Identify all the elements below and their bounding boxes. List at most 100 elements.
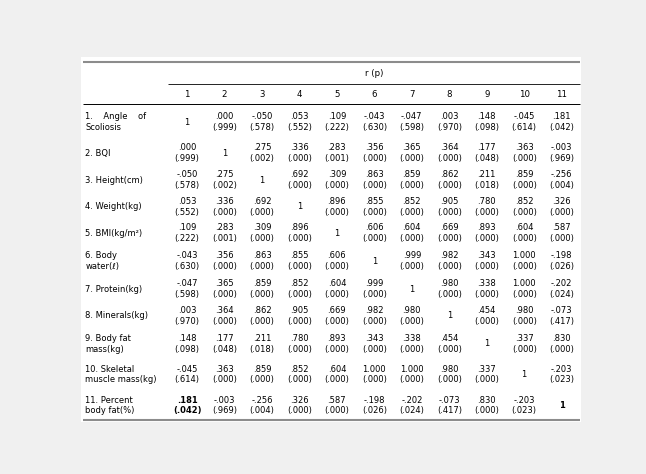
Text: .338
(.000): .338 (.000) bbox=[474, 279, 499, 299]
Text: 1: 1 bbox=[371, 257, 377, 266]
Text: 11. Percent
body fat(%): 11. Percent body fat(%) bbox=[85, 395, 134, 415]
Text: 1: 1 bbox=[409, 285, 415, 293]
Text: .356
(.000): .356 (.000) bbox=[212, 251, 237, 271]
Text: .780
(.000): .780 (.000) bbox=[287, 334, 312, 354]
Text: .905
(.000): .905 (.000) bbox=[437, 197, 462, 217]
Text: .692
(.000): .692 (.000) bbox=[249, 197, 275, 217]
Text: .604
(.000): .604 (.000) bbox=[512, 223, 537, 243]
Text: .862
(.000): .862 (.000) bbox=[437, 170, 462, 190]
Text: .309
(.000): .309 (.000) bbox=[249, 223, 275, 243]
Text: -.073
(.417): -.073 (.417) bbox=[437, 395, 462, 415]
Text: .852
(.000): .852 (.000) bbox=[399, 197, 424, 217]
Text: -.043
(.630): -.043 (.630) bbox=[174, 251, 200, 271]
Text: -.256
(.004): -.256 (.004) bbox=[549, 170, 574, 190]
Text: .604
(.000): .604 (.000) bbox=[324, 365, 349, 384]
Text: .859
(.000): .859 (.000) bbox=[512, 170, 537, 190]
Text: .148
(.098): .148 (.098) bbox=[474, 112, 499, 132]
Text: 2. BQI: 2. BQI bbox=[85, 149, 110, 158]
Text: .148
(.098): .148 (.098) bbox=[174, 334, 200, 354]
Text: 5: 5 bbox=[334, 90, 340, 99]
Text: .863
(.000): .863 (.000) bbox=[249, 251, 275, 271]
Text: 7. Protein(kg): 7. Protein(kg) bbox=[85, 285, 142, 293]
Text: .830
(.000): .830 (.000) bbox=[474, 395, 499, 415]
Text: .003
(.970): .003 (.970) bbox=[437, 112, 462, 132]
Text: .109
(.222): .109 (.222) bbox=[174, 223, 200, 243]
Text: 1: 1 bbox=[559, 401, 565, 410]
Text: 3. Height(cm): 3. Height(cm) bbox=[85, 175, 143, 184]
Text: 1: 1 bbox=[334, 229, 340, 238]
Text: 1.000
(.000): 1.000 (.000) bbox=[512, 251, 537, 271]
Text: .211
(.018): .211 (.018) bbox=[474, 170, 499, 190]
Text: 3: 3 bbox=[259, 90, 265, 99]
Text: -.198
(.026): -.198 (.026) bbox=[362, 395, 387, 415]
Text: 1: 1 bbox=[297, 202, 302, 211]
Text: 9: 9 bbox=[484, 90, 490, 99]
Text: -.198
(.026): -.198 (.026) bbox=[549, 251, 574, 271]
Text: .364
(.000): .364 (.000) bbox=[437, 144, 462, 163]
Text: .337
(.000): .337 (.000) bbox=[474, 365, 499, 384]
Text: 1: 1 bbox=[222, 149, 227, 158]
Text: -.003
(.969): -.003 (.969) bbox=[549, 144, 574, 163]
Text: .893
(.000): .893 (.000) bbox=[474, 223, 499, 243]
Text: .905
(.000): .905 (.000) bbox=[287, 306, 312, 326]
Text: .587
(.000): .587 (.000) bbox=[549, 223, 574, 243]
Text: .309
(.000): .309 (.000) bbox=[324, 170, 349, 190]
Text: -.045
(.614): -.045 (.614) bbox=[512, 112, 537, 132]
Text: .982
(.000): .982 (.000) bbox=[437, 251, 462, 271]
Text: .454
(.000): .454 (.000) bbox=[437, 334, 462, 354]
Text: .830
(.000): .830 (.000) bbox=[549, 334, 574, 354]
Text: .181
(.042): .181 (.042) bbox=[549, 112, 574, 132]
Text: .606
(.000): .606 (.000) bbox=[362, 223, 387, 243]
Text: -.203
(.023): -.203 (.023) bbox=[549, 365, 574, 384]
Text: -.202
(.024): -.202 (.024) bbox=[399, 395, 424, 415]
Text: .454
(.000): .454 (.000) bbox=[474, 306, 499, 326]
Text: -.202
(.024): -.202 (.024) bbox=[549, 279, 574, 299]
Text: .859
(.000): .859 (.000) bbox=[249, 365, 275, 384]
Text: 1: 1 bbox=[185, 118, 190, 127]
Text: 5. BMI(kg/m²): 5. BMI(kg/m²) bbox=[85, 229, 142, 238]
Text: -.050
(.578): -.050 (.578) bbox=[174, 170, 200, 190]
Text: 10: 10 bbox=[519, 90, 530, 99]
Text: 1: 1 bbox=[260, 175, 265, 184]
Text: .336
(.000): .336 (.000) bbox=[287, 144, 312, 163]
Text: .177
(.048): .177 (.048) bbox=[212, 334, 237, 354]
Text: -.003
(.969): -.003 (.969) bbox=[212, 395, 237, 415]
Text: .275
(.002): .275 (.002) bbox=[212, 170, 237, 190]
Text: .893
(.000): .893 (.000) bbox=[324, 334, 349, 354]
Text: .896
(.000): .896 (.000) bbox=[324, 197, 349, 217]
Text: -.050
(.578): -.050 (.578) bbox=[249, 112, 275, 132]
Text: 1.000
(.000): 1.000 (.000) bbox=[399, 365, 424, 384]
Text: .337
(.000): .337 (.000) bbox=[512, 334, 537, 354]
Text: .000
(.999): .000 (.999) bbox=[174, 144, 200, 163]
Text: 6: 6 bbox=[371, 90, 377, 99]
Text: .181
(.042): .181 (.042) bbox=[173, 395, 202, 415]
Text: .980
(.000): .980 (.000) bbox=[437, 279, 462, 299]
Text: .356
(.000): .356 (.000) bbox=[362, 144, 387, 163]
Text: .852
(.000): .852 (.000) bbox=[512, 197, 537, 217]
Text: .343
(.000): .343 (.000) bbox=[474, 251, 499, 271]
Text: 8. Minerals(kg): 8. Minerals(kg) bbox=[85, 311, 148, 320]
Text: 11: 11 bbox=[556, 90, 567, 99]
Text: -.047
(.598): -.047 (.598) bbox=[399, 112, 424, 132]
Text: .669
(.000): .669 (.000) bbox=[324, 306, 349, 326]
Text: .326
(.000): .326 (.000) bbox=[549, 197, 574, 217]
Text: .669
(.000): .669 (.000) bbox=[437, 223, 462, 243]
Text: .000
(.999): .000 (.999) bbox=[212, 112, 237, 132]
Text: .364
(.000): .364 (.000) bbox=[212, 306, 237, 326]
Text: .177
(.048): .177 (.048) bbox=[474, 144, 499, 163]
Text: 9. Body fat
mass(kg): 9. Body fat mass(kg) bbox=[85, 334, 131, 354]
Text: .365
(.000): .365 (.000) bbox=[399, 144, 424, 163]
Text: .859
(.000): .859 (.000) bbox=[399, 170, 424, 190]
Text: .343
(.000): .343 (.000) bbox=[362, 334, 387, 354]
Text: 2: 2 bbox=[222, 90, 227, 99]
Text: 1: 1 bbox=[484, 339, 490, 348]
Text: 4. Weight(kg): 4. Weight(kg) bbox=[85, 202, 142, 211]
Text: .283
(.001): .283 (.001) bbox=[324, 144, 349, 163]
Text: .587
(.000): .587 (.000) bbox=[324, 395, 349, 415]
Text: .896
(.000): .896 (.000) bbox=[287, 223, 312, 243]
Text: -.203
(.023): -.203 (.023) bbox=[512, 395, 537, 415]
Text: .855
(.000): .855 (.000) bbox=[287, 251, 312, 271]
Text: 1.    Angle    of
Scoliosis: 1. Angle of Scoliosis bbox=[85, 112, 147, 132]
Text: .363
(.000): .363 (.000) bbox=[212, 365, 237, 384]
Text: .604
(.000): .604 (.000) bbox=[324, 279, 349, 299]
